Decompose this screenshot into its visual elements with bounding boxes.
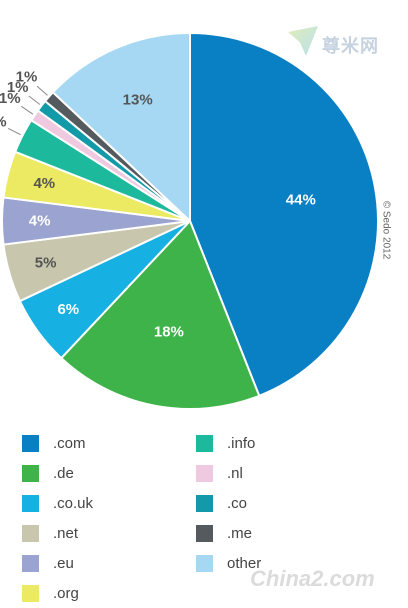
legend-swatch [196,494,213,512]
leader-line [36,85,48,96]
legend-label: .nl [227,464,243,482]
legend-item: .de [22,458,74,488]
legend-swatch [22,494,39,512]
slice-value-label: 4% [33,175,55,192]
legend-swatch [196,434,213,452]
slice-value-label: 6% [57,301,79,318]
legend-item: other [196,548,261,578]
legend-item: .me [196,518,252,548]
legend-item: .net [22,518,78,548]
legend-item: .com [22,428,86,458]
legend-label: other [227,554,262,572]
watermark-logo-icon [288,26,318,56]
legend-item: .co.uk [22,488,93,518]
legend-swatch [22,464,39,482]
legend-label: .eu [53,554,74,572]
slice-value-label: 5% [35,255,57,272]
slice-value-label: 4% [29,213,51,230]
legend-swatch [196,524,213,542]
legend-label: .org [53,584,79,602]
legend-item: .info [196,428,255,458]
legend-label: .co.uk [53,494,94,512]
copyright-credit: © Sedo 2012 [380,200,392,260]
slice-value-label: 13% [123,92,153,109]
slice-value-label: 3% [0,114,7,131]
leader-line [28,95,41,105]
legend-label: .co [227,494,248,512]
legend-label: .de [53,464,74,482]
pie-slice-de [59,219,261,410]
watermark-site: China2.com [250,566,375,591]
legend-item: .eu [22,548,74,578]
legend-item: .nl [196,458,243,488]
legend-item: .co [196,488,247,518]
slice-value-label: 1% [16,68,38,85]
legend-item: .org [22,578,79,608]
slice-value-label: 1% [0,90,21,107]
slice-value-label: 1% [7,79,29,96]
legend-label: .info [227,434,256,452]
slice-value-label: 18% [154,323,184,340]
legend-label: .me [227,524,253,542]
legend-swatch [196,464,213,482]
watermark-logo-text: 尊米网 [322,36,379,56]
pie-slice-com [189,31,380,398]
leader-line [7,127,21,136]
legend-swatch [22,434,39,452]
slice-value-label: 44% [286,191,316,208]
legend-swatch [22,524,39,542]
legend-label: .net [53,524,79,542]
legend-swatch [22,584,39,602]
legend-label: .com [53,434,86,452]
legend-swatch [22,554,39,572]
pie-slice-other [51,31,191,224]
watermark-logo: 尊米网 [288,26,408,70]
legend-swatch [196,554,213,572]
leader-line [21,105,34,115]
